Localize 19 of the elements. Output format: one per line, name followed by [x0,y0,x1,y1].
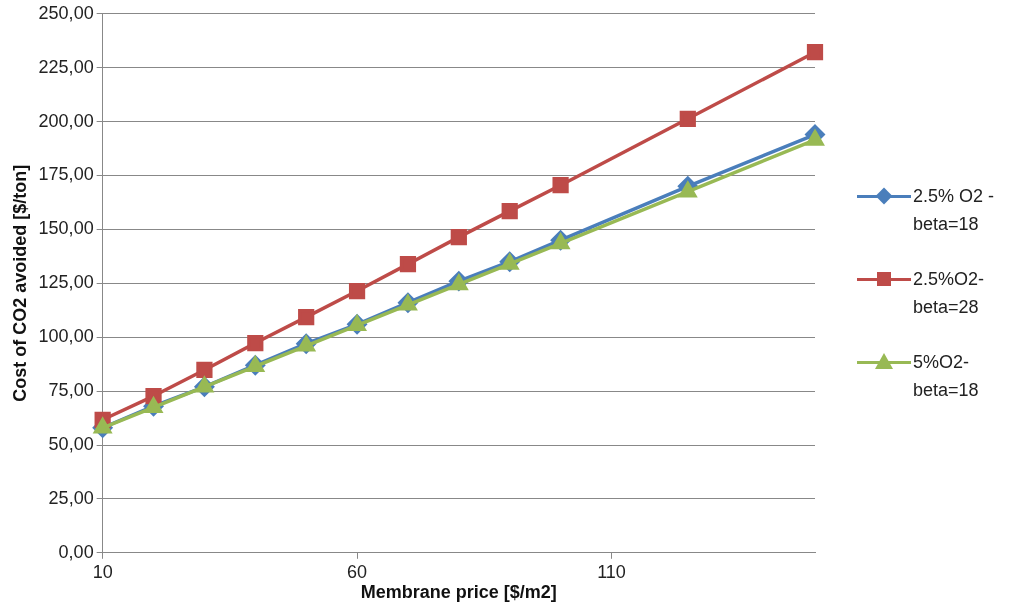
y-axis-title: Cost of CO2 avoided [$/ton] [9,164,30,402]
legend-label: 5%O2- beta=18 [913,351,980,402]
y-tick-label: 150,00 [38,218,94,239]
legend-label: 2.5%O2- beta=28 [913,268,986,319]
y-tick-label: 25,00 [48,487,94,508]
x-tick-label: 110 [597,561,626,582]
y-tick-label: 125,00 [38,272,94,293]
y-tick-label: 200,00 [38,110,94,131]
x-axis-title: Membrane price [$/m2] [360,582,557,603]
y-tick-label: 0,00 [58,541,94,562]
y-tick-label: 175,00 [38,164,94,185]
y-tick-label: 50,00 [48,433,94,454]
y-tick-label: 75,00 [48,380,94,401]
y-tick-label: 100,00 [38,326,94,347]
y-tick-label: 250,00 [38,2,94,23]
legend-label: 2.5% O2 - beta=18 [913,185,996,236]
x-tick-label: 10 [92,561,113,582]
x-tick-label: 60 [347,561,368,582]
y-tick-label: 225,00 [38,56,94,77]
